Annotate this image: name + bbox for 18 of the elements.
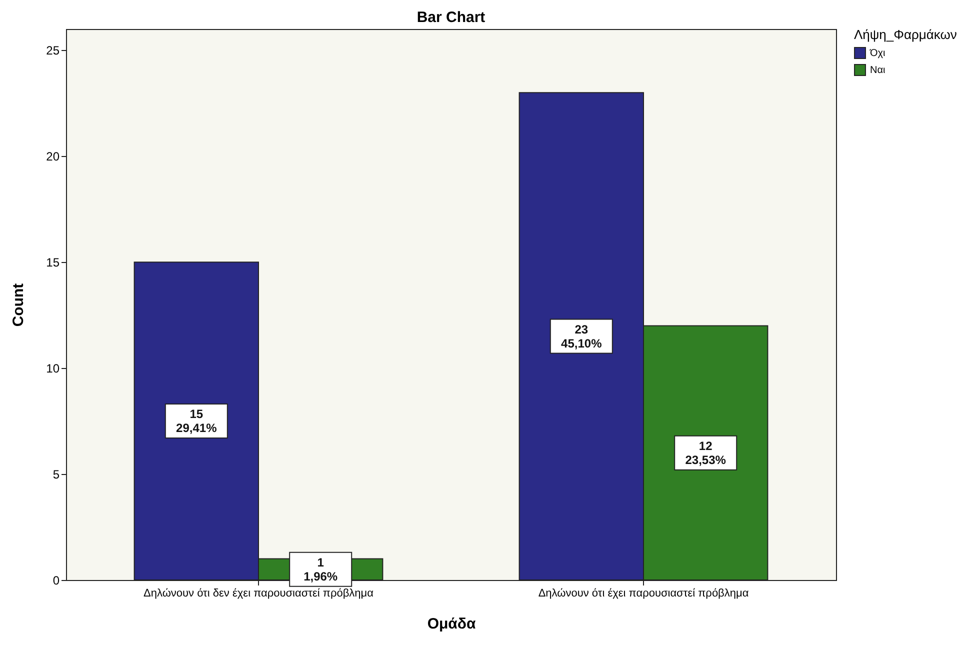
data-label: 15 29,41% [176,407,218,436]
y-tick-label: 0 [52,574,60,588]
x-tick-label: Δηλώνουν ότι έχει παρουσιαστεί πρόβλημα [538,588,750,600]
chart-title: Bar Chart [416,9,486,26]
data-label: 1 1,96% [304,555,338,584]
legend-title: Λήψη_Φαρμάκων [854,27,957,42]
legend-label: Όχι [869,48,886,59]
y-tick-label: 5 [52,468,60,482]
data-label: 23 45,10% [561,322,602,350]
y-tick-label: 15 [46,256,60,270]
data-label: 12 23,53% [685,438,726,467]
x-tick-label: Δηλώνουν ότι δεν έχει παρουσιαστεί πρόβλημα [144,588,374,600]
y-tick-label: 10 [46,362,60,376]
y-tick-label: 25 [46,44,60,58]
y-axis-title: Count [10,283,28,327]
legend-label: Ναι [870,65,886,76]
y-tick-label: 20 [46,150,60,164]
x-axis-title: Ομάδα [427,616,476,632]
